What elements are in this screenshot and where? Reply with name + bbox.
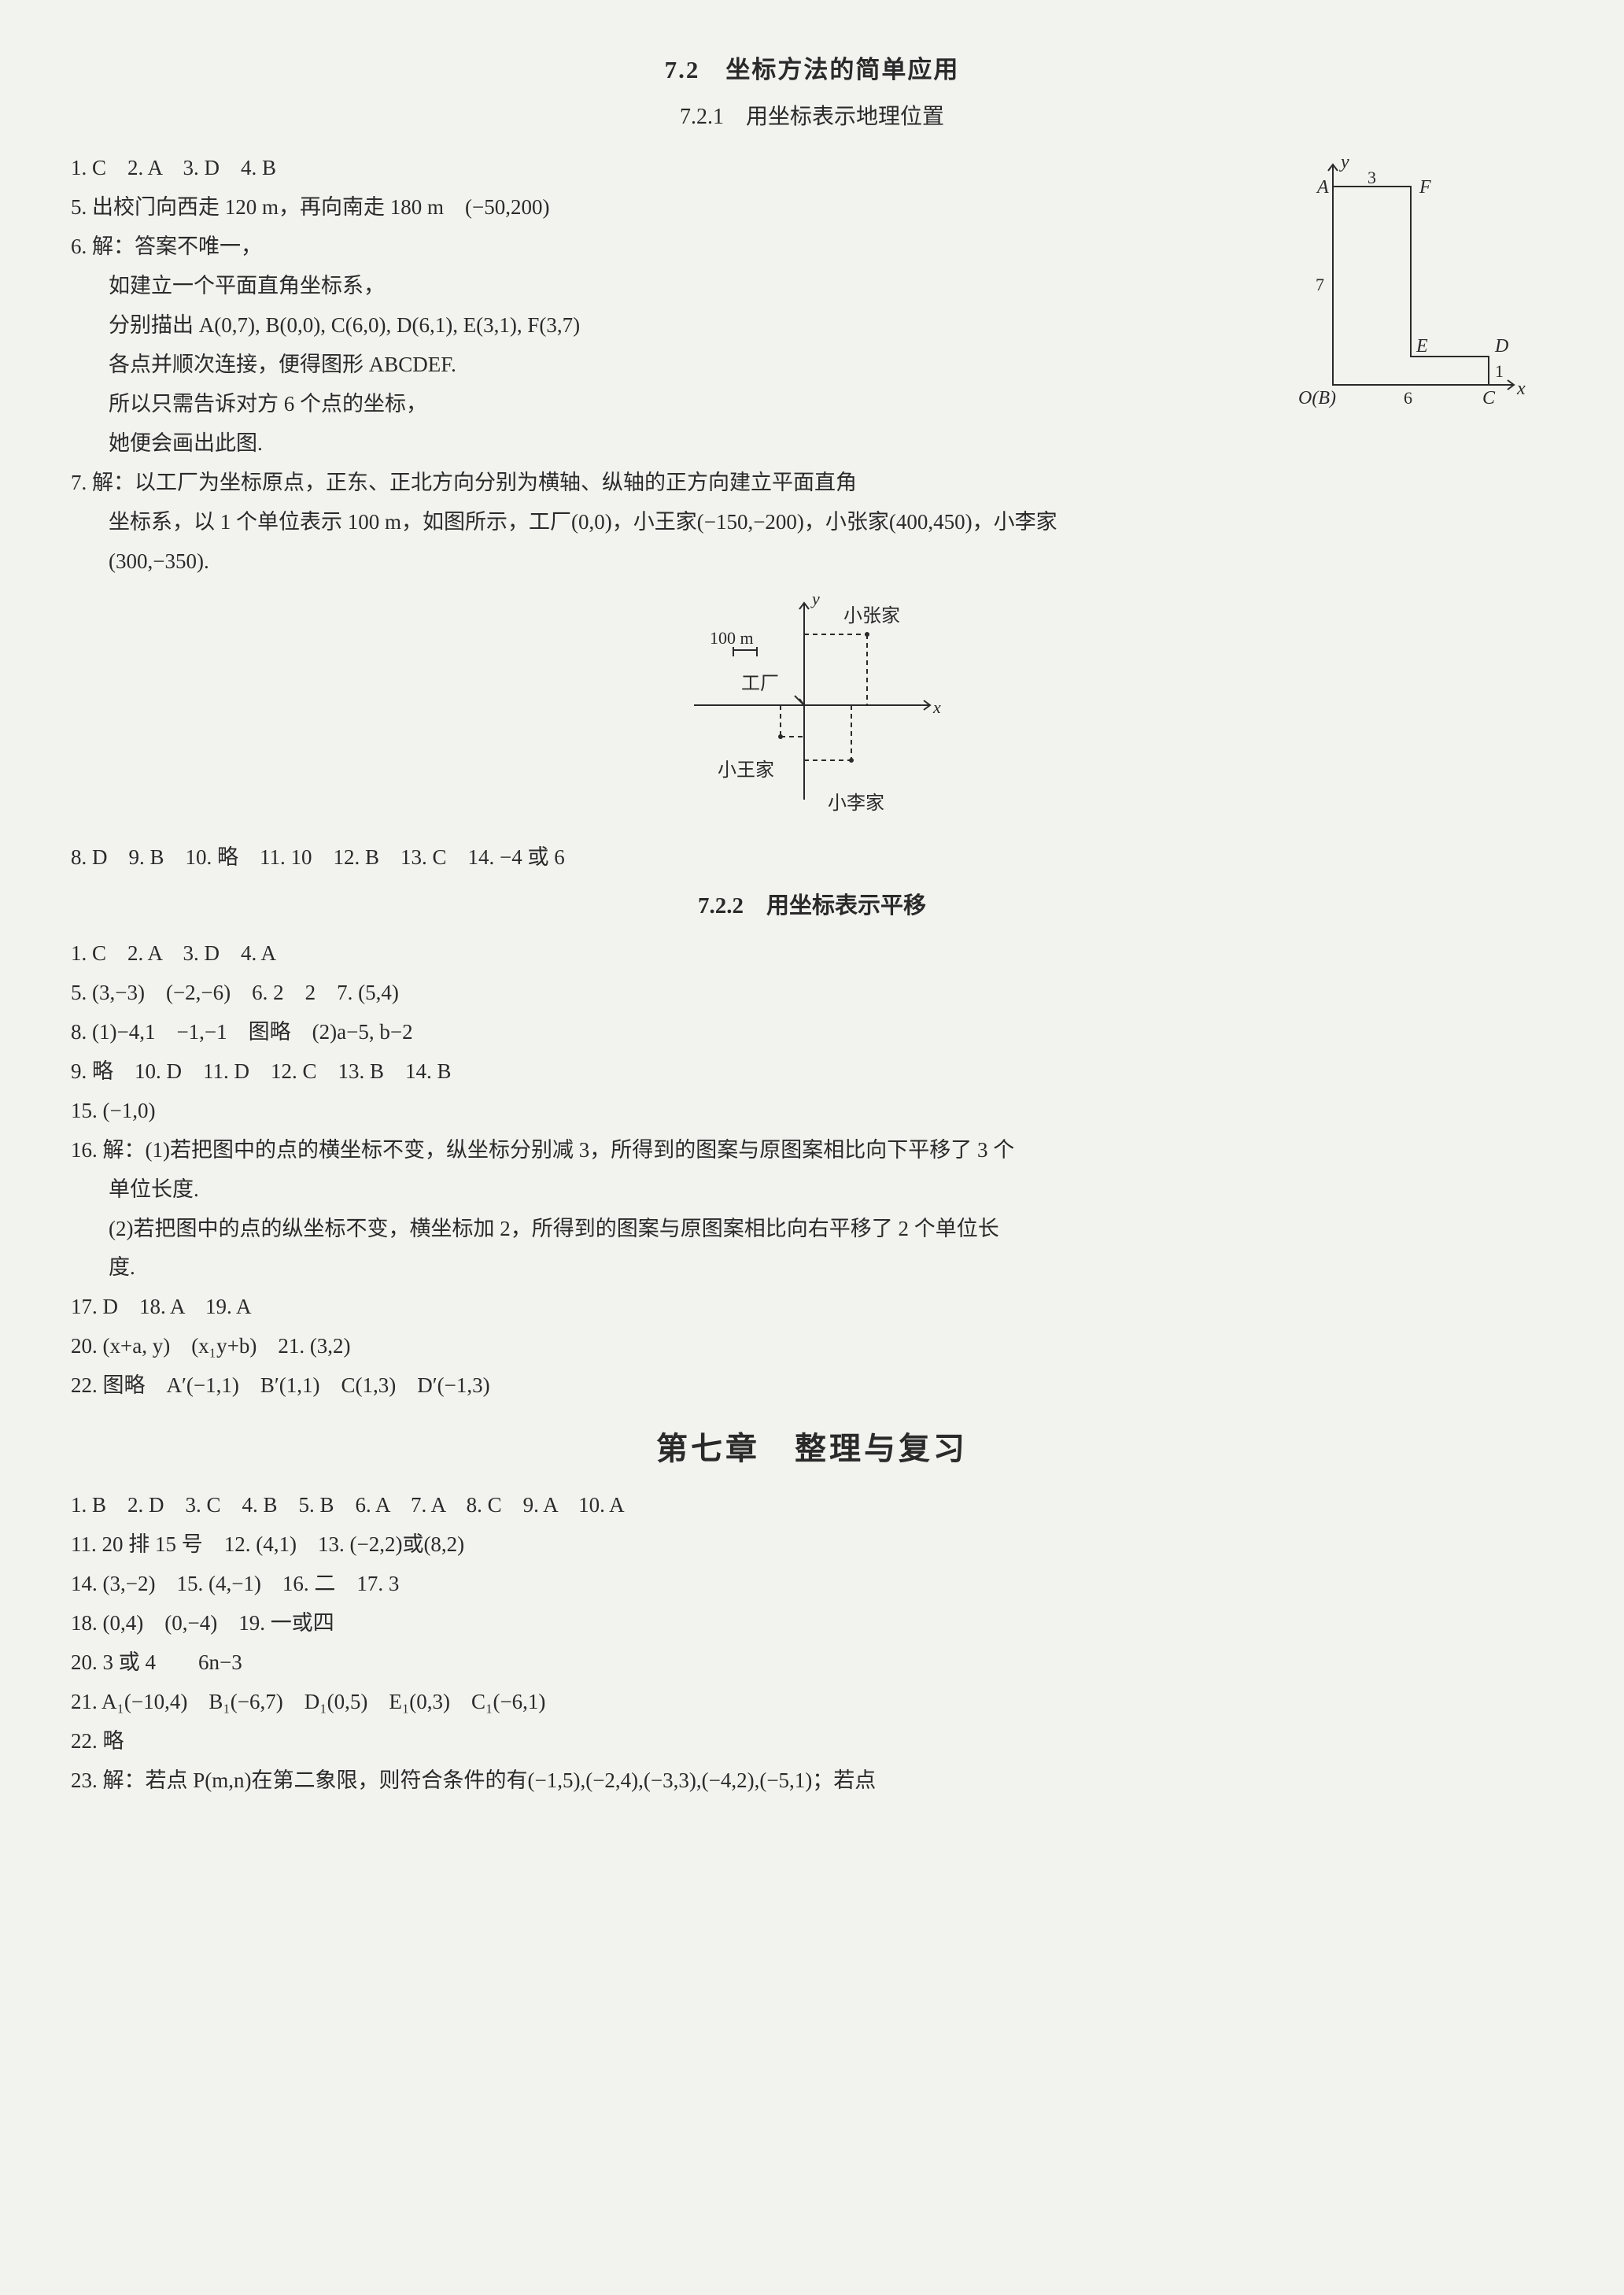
answer-721-6-l6: 她便会画出此图. bbox=[71, 424, 1553, 464]
answers-722-20-21: 20. (x+a, y) (x₁y+b) 21. (3,2) bbox=[71, 1327, 1553, 1366]
svg-text:1: 1 bbox=[1495, 361, 1504, 381]
ch7-q18-19: 18. (0,4) (0,−4) 19. 一或四 bbox=[71, 1604, 1553, 1643]
section-title-main: 7.2 坐标方法的简单应用 bbox=[71, 47, 1553, 92]
section-title-sub-721: 7.2.1 用坐标表示地理位置 bbox=[71, 97, 1553, 138]
svg-text:y: y bbox=[1339, 152, 1349, 172]
svg-text:小王家: 小王家 bbox=[718, 759, 774, 781]
svg-text:小张家: 小张家 bbox=[843, 605, 900, 626]
svg-text:x: x bbox=[932, 697, 941, 717]
ch7-q23: 23. 解：若点 P(m,n)在第二象限，则符合条件的有(−1,5),(−2,4… bbox=[71, 1761, 1553, 1801]
svg-text:F: F bbox=[1419, 177, 1431, 198]
answer-722-16-l1: 16. 解：(1)若把图中的点的横坐标不变，纵坐标分别减 3，所得到的图案与原图… bbox=[71, 1131, 1553, 1170]
block-721: 1. C 2. A 3. D 4. B 5. 出校门向西走 120 m，再向南走… bbox=[71, 149, 1553, 502]
ch7-q14-17: 14. (3,−2) 15. (4,−1) 16. 二 17. 3 bbox=[71, 1565, 1553, 1604]
ch7-q1-10: 1. B 2. D 3. C 4. B 5. B 6. A 7. A 8. C … bbox=[71, 1486, 1553, 1525]
section-title-722: 7.2.2 用坐标表示平移 bbox=[71, 885, 1553, 928]
answers-722-17-19: 17. D 18. A 19. A bbox=[71, 1288, 1553, 1327]
ch7-q21: 21. A₁(−10,4) B₁(−6,7) D₁(0,5) E₁(0,3) C… bbox=[71, 1683, 1553, 1722]
svg-text:工厂: 工厂 bbox=[741, 674, 779, 694]
ch7-q11-13: 11. 20 排 15 号 12. (4,1) 13. (−2,2)或(8,2) bbox=[71, 1525, 1553, 1565]
svg-text:D: D bbox=[1494, 336, 1508, 357]
answer-722-16-l2: 单位长度. bbox=[71, 1170, 1553, 1210]
svg-text:x: x bbox=[1516, 379, 1526, 399]
answer-722-16-l3: (2)若把图中的点的纵坐标不变，横坐标加 2，所得到的图案与原图案相比向右平移了… bbox=[71, 1210, 1553, 1249]
answer-721-7-l2: 坐标系，以 1 个单位表示 100 m，如图所示，工厂(0,0)，小王家(−15… bbox=[71, 503, 1553, 542]
svg-text:C: C bbox=[1482, 388, 1496, 408]
answers-721-8-14: 8. D 9. B 10. 略 11. 10 12. B 13. C 14. −… bbox=[71, 838, 1553, 878]
answer-721-7-l1: 7. 解：以工厂为坐标原点，正东、正北方向分别为横轴、纵轴的正方向建立平面直角 bbox=[71, 464, 1553, 503]
svg-text:E: E bbox=[1415, 336, 1428, 357]
svg-text:A: A bbox=[1316, 177, 1329, 198]
ch7-q20: 20. 3 或 4 6n−3 bbox=[71, 1643, 1553, 1683]
svg-text:7: 7 bbox=[1316, 275, 1324, 294]
answer-722-16-l4: 度. bbox=[71, 1248, 1553, 1288]
answer-721-7-l3: (300,−350). bbox=[71, 542, 1553, 582]
answers-722-1-4: 1. C 2. A 3. D 4. A bbox=[71, 934, 1553, 974]
figure-q7: 100 m 工厂 小张家 小王家 小李家 y x bbox=[71, 587, 1553, 837]
svg-text:6: 6 bbox=[1404, 388, 1412, 408]
chapter-7-title: 第七章 整理与复习 bbox=[71, 1420, 1553, 1478]
svg-text:O(B): O(B) bbox=[1298, 388, 1336, 408]
answers-722-9-14: 9. 略 10. D 11. D 12. C 13. B 14. B bbox=[71, 1052, 1553, 1092]
svg-text:3: 3 bbox=[1367, 168, 1376, 187]
svg-text:100 m: 100 m bbox=[710, 628, 754, 648]
answer-722-15: 15. (−1,0) bbox=[71, 1092, 1553, 1131]
answers-722-5-7: 5. (3,−3) (−2,−6) 6. 2 2 7. (5,4) bbox=[71, 974, 1553, 1013]
ch7-q22: 22. 略 bbox=[71, 1722, 1553, 1761]
svg-text:y: y bbox=[810, 589, 820, 608]
svg-text:小李家: 小李家 bbox=[828, 793, 884, 814]
answer-722-22: 22. 图略 A′(−1,1) B′(1,1) C(1,3) D′(−1,3) bbox=[71, 1366, 1553, 1406]
answer-722-8: 8. (1)−4,1 −1,−1 图略 (2)a−5, b−2 bbox=[71, 1013, 1553, 1052]
figure-q6: A F 3 7 E D 1 O(B) 6 C x y bbox=[1294, 149, 1530, 422]
